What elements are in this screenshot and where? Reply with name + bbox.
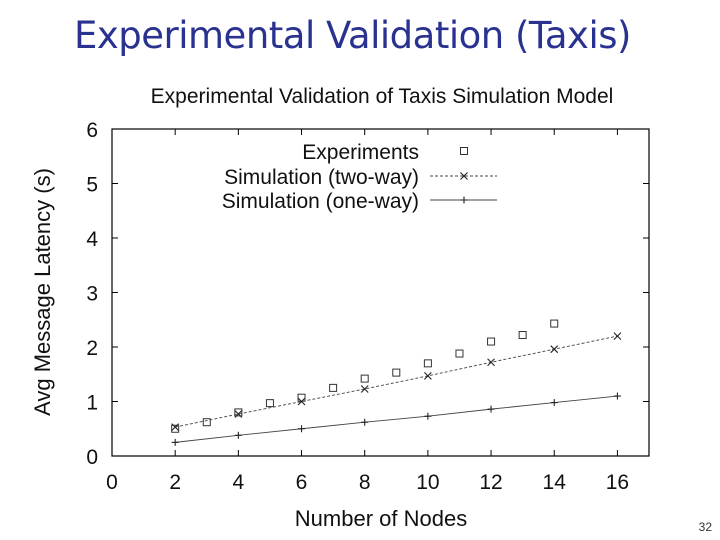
x-tick-label: 0 [106, 471, 118, 494]
y-tick-label: 5 [86, 174, 98, 197]
y-axis-label: Avg Message Latency (s) [30, 168, 55, 416]
data-point-plus [234, 431, 242, 439]
y-tick-label: 0 [86, 446, 98, 469]
legend-label: Simulation (one-way) [222, 190, 419, 213]
data-point-square [455, 349, 464, 358]
x-tick-label: 4 [233, 471, 245, 494]
x-tick-label: 12 [479, 471, 502, 494]
data-point-plus [613, 392, 621, 400]
data-point-plus [361, 418, 369, 426]
legend-label: Simulation (two-way) [224, 166, 419, 189]
x-tick-label: 14 [543, 471, 567, 494]
data-point-plus [460, 196, 468, 204]
y-tick-label: 1 [86, 392, 98, 415]
data-point-square [297, 393, 306, 402]
legend-label: Experiments [302, 141, 419, 164]
data-point-square [550, 319, 559, 328]
data-point-square [460, 147, 468, 155]
y-tick-label: 6 [86, 119, 98, 142]
data-point-plus [298, 425, 306, 433]
data-point-x [487, 358, 495, 367]
data-point-x [423, 371, 432, 380]
data-point-plus [550, 399, 558, 407]
y-tick-label: 3 [86, 283, 98, 306]
x-tick-label: 10 [416, 471, 439, 494]
series-layer [171, 319, 622, 446]
data-point-plus [487, 405, 495, 413]
x-tick-label: 2 [169, 471, 181, 494]
data-point-plus [424, 412, 432, 420]
data-point-square [234, 408, 243, 417]
x-tick-label: 16 [606, 471, 629, 494]
chart-title: Experimental Validation of Taxis Simulat… [151, 85, 614, 108]
data-point-plus [171, 438, 179, 446]
data-point-square [329, 383, 338, 392]
data-point-x [360, 385, 369, 393]
x-tick-label: 6 [296, 471, 308, 494]
data-point-square [392, 368, 401, 377]
x-axis-label: Number of Nodes [295, 506, 467, 531]
data-point-x [297, 397, 306, 406]
y-tick-label: 4 [86, 228, 98, 251]
page-number: 32 [698, 520, 712, 534]
data-point-x [613, 332, 622, 340]
series-line [175, 395, 618, 443]
y-tick-label: 2 [86, 337, 98, 360]
data-point-square [423, 359, 432, 368]
data-point-square [202, 418, 211, 427]
data-point-square [518, 331, 527, 340]
data-point-x [550, 345, 559, 354]
slide-title: Experimental Validation (Taxis) [74, 14, 631, 57]
data-point-x [171, 423, 180, 432]
data-point-square [360, 374, 369, 383]
data-point-square [265, 399, 274, 408]
data-point-square [487, 337, 496, 346]
data-point-x [234, 410, 243, 418]
series-line [175, 335, 618, 428]
series-2 [171, 392, 621, 446]
x-tick-label: 8 [359, 471, 371, 494]
data-point-x [460, 172, 468, 180]
data-point-square [171, 424, 180, 433]
series-1 [171, 332, 622, 432]
